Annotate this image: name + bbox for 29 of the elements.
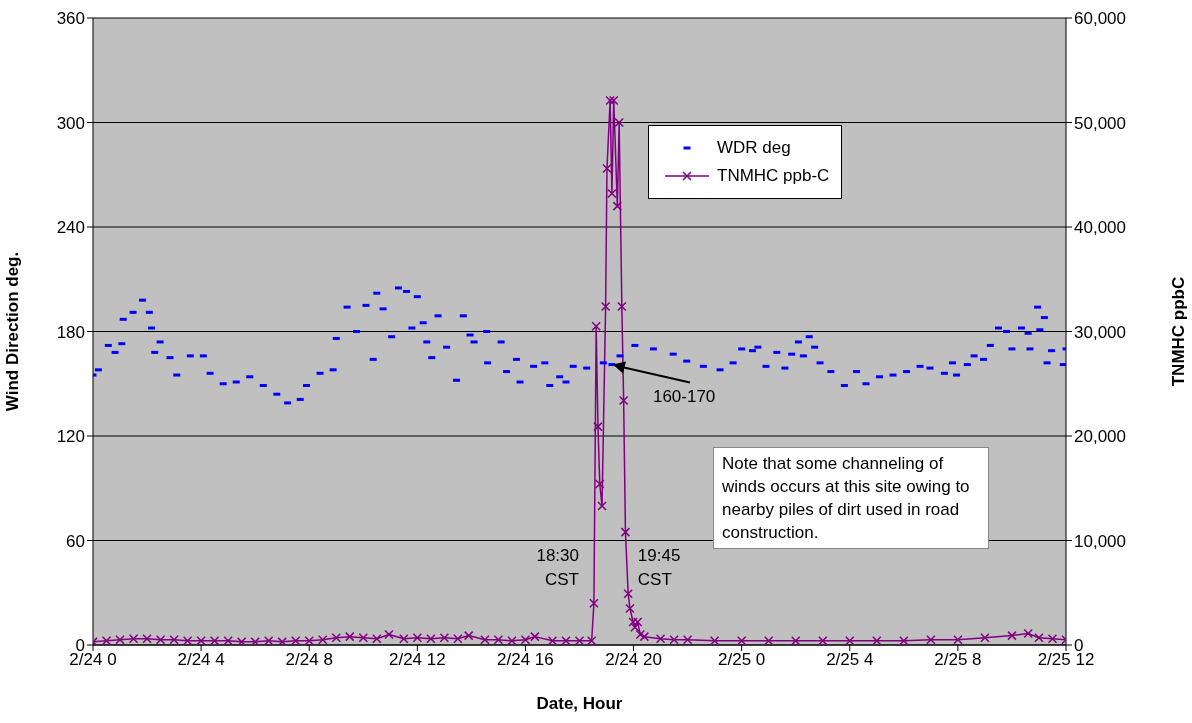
- y2-tick-label: 10,000: [1074, 531, 1126, 551]
- y2-tick-label: 30,000: [1074, 322, 1126, 342]
- y-tick-label: 60: [66, 531, 85, 551]
- annotation: 160-170: [652, 386, 716, 406]
- y-tick-label: 180: [56, 322, 85, 342]
- x-tick-label: 2/24 20: [605, 650, 662, 670]
- x-tick-label: 2/24 8: [285, 650, 333, 670]
- x-tick-label: 2/25 4: [826, 650, 874, 670]
- x-tick-label: 2/24 16: [497, 650, 554, 670]
- y-tick-label: 360: [56, 9, 85, 29]
- y2-tick-label: 50,000: [1074, 113, 1126, 133]
- x-tick-label: 2/25 0: [718, 650, 766, 670]
- y2-tick-label: 40,000: [1074, 218, 1126, 238]
- y2-tick-label: 60,000: [1074, 9, 1126, 29]
- annotation: 18:30 CST: [536, 546, 580, 589]
- y-axis-title: Wind Direction deg.: [3, 251, 23, 412]
- y-tick-label: 240: [56, 218, 85, 238]
- x-tick-label: 2/24 4: [177, 650, 225, 670]
- x-tick-label: 2/25 8: [934, 650, 982, 670]
- x-tick-label: 2/24 12: [388, 650, 446, 670]
- x-axis-title: Date, Hour: [536, 694, 623, 713]
- y-tick-label: 120: [56, 427, 85, 447]
- y2-axis-title: TNMHC ppbC: [1169, 276, 1189, 387]
- legend-label: WDR deg: [717, 138, 791, 158]
- y2-tick-label: 20,000: [1074, 427, 1126, 447]
- y-tick-label: 300: [56, 113, 85, 133]
- annotation: 19:45 CST: [637, 546, 681, 589]
- annotation: Note that some channeling of winds occurs at this site owing to nearby piles of dirt used in road construction.: [713, 447, 989, 549]
- legend-label: TNMHC ppb-C: [717, 166, 830, 186]
